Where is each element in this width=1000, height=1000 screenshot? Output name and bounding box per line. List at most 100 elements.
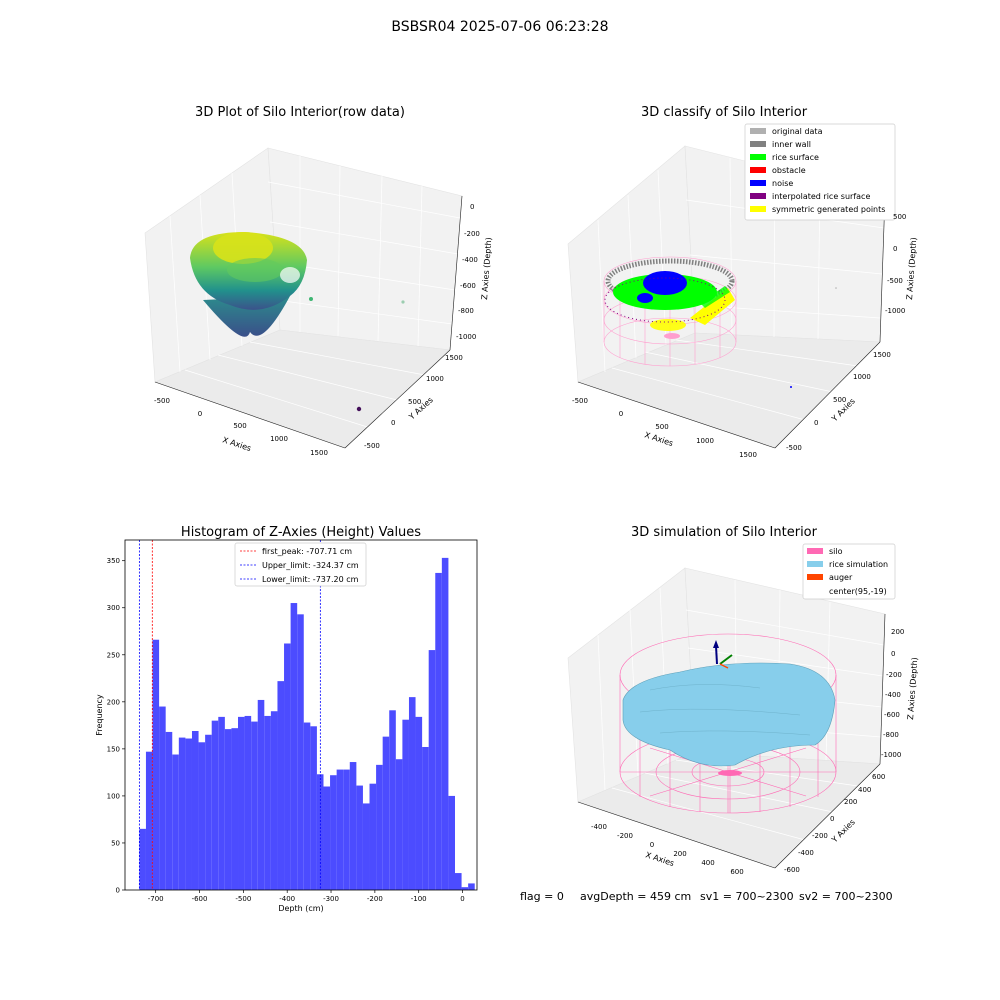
histogram-bar: [468, 883, 475, 890]
histogram-bar: [251, 721, 258, 890]
classify-x-ticks: -500 0 500 1000 1500: [572, 397, 757, 459]
histogram-bar: [290, 603, 298, 890]
svg-text:200: 200: [673, 850, 686, 858]
histogram-bar: [211, 720, 219, 890]
histogram-bar: [257, 699, 265, 890]
svg-text:1500: 1500: [739, 451, 757, 459]
histogram-bar: [389, 710, 396, 890]
classify-point-cloud: [604, 258, 837, 388]
simulation-z-label: Z Axies (Depth): [906, 657, 919, 720]
histogram-bar: [376, 764, 383, 890]
histogram-bar: [323, 786, 331, 890]
histogram-y-tick-label: 250: [107, 651, 120, 659]
raw-x-label: X Axies: [221, 435, 252, 453]
legend-swatch-interpolated: [750, 193, 766, 199]
classify-z-ticks: 500 0 -500 -1000: [885, 213, 906, 315]
legend-swatch-silo: [807, 548, 823, 554]
raw-x-axis-line: [154, 381, 346, 449]
histogram-bar: [270, 711, 278, 890]
classify-x-label: X Axies: [643, 430, 674, 448]
svg-text:500: 500: [833, 396, 846, 404]
histogram-x-tick-label: -200: [367, 895, 383, 903]
simulation-legend: silo rice simulation auger center(95,-19…: [802, 543, 896, 600]
histogram-reference-lines: [138, 540, 321, 890]
histogram-bar: [402, 719, 409, 890]
classify-3d-panel[interactable]: 3D classify of Silo Interior: [567, 105, 918, 459]
svg-text:auger: auger: [829, 573, 853, 582]
histogram-bar: [415, 716, 423, 890]
svg-text:0: 0: [391, 419, 395, 427]
legend-swatch-original-data: [750, 128, 766, 134]
svg-text:0: 0: [830, 815, 834, 823]
simulation-x-ticks: -400 -200 0 200 400 600: [591, 823, 744, 876]
svg-text:500: 500: [655, 423, 668, 431]
histogram-bar: [152, 639, 160, 890]
svg-text:1000: 1000: [270, 435, 288, 443]
svg-text:0: 0: [893, 245, 897, 253]
histogram-bar: [428, 650, 436, 890]
histogram-bar: [448, 795, 455, 890]
raw-point-cloud: [190, 232, 405, 412]
svg-text:-500: -500: [887, 277, 903, 285]
svg-text:200: 200: [891, 628, 904, 636]
histogram-y-tick-label: 0: [116, 887, 120, 895]
histogram-y-tick-label: 350: [107, 557, 120, 565]
svg-text:original data: original data: [772, 127, 823, 136]
histogram-bar: [244, 715, 252, 890]
histogram-bar: [408, 697, 416, 890]
svg-text:0: 0: [650, 841, 654, 849]
svg-text:Upper_limit: -324.37 cm: Upper_limit: -324.37 cm: [262, 561, 359, 570]
simulation-x-axis-line: [577, 801, 776, 869]
histogram-bar: [191, 730, 199, 890]
svg-text:-200: -200: [812, 832, 828, 840]
simulation-y-ticks: -600 -400 -200 0 200 400 600: [784, 773, 885, 874]
histogram-bar: [139, 828, 146, 890]
classify-panel-title: 3D classify of Silo Interior: [641, 105, 808, 120]
svg-text:200: 200: [844, 798, 857, 806]
raw-y-axis-line: [344, 349, 451, 449]
raw-3d-panel[interactable]: 3D Plot of Silo Interior(row data): [144, 105, 493, 457]
svg-text:500: 500: [408, 398, 421, 406]
histogram-bar: [284, 643, 291, 890]
svg-text:-500: -500: [572, 397, 588, 405]
simulation-x-label: X Axies: [644, 850, 675, 868]
histogram-panel[interactable]: Histogram of Z-Axies (Height) Values -70…: [95, 525, 478, 913]
histogram-bar: [303, 722, 311, 890]
histogram-bar: [362, 803, 370, 890]
histogram-x-label: Depth (cm): [278, 904, 323, 913]
histogram-x-tick-label: -700: [148, 895, 164, 903]
histogram-bars: [139, 557, 475, 890]
histogram-bar: [382, 736, 390, 890]
histogram-bar: [172, 754, 179, 890]
histogram-bar: [297, 614, 304, 890]
histogram-y-tick-label: 300: [107, 604, 120, 612]
svg-text:-800: -800: [883, 731, 899, 739]
svg-text:1500: 1500: [445, 354, 463, 362]
svg-text:-200: -200: [464, 230, 480, 238]
histogram-y-tick-label: 50: [111, 839, 120, 847]
status-avg-depth: avgDepth = 459 cm: [580, 890, 691, 903]
histogram-y-ticks: 0 50 100 150 200 250 300 350: [107, 557, 125, 895]
legend-swatch-auger: [807, 574, 823, 580]
histogram-bar: [310, 726, 317, 890]
histogram-bar: [231, 728, 239, 890]
histogram-x-tick-label: -100: [411, 895, 427, 903]
simulation-z-axis-line: [879, 613, 886, 765]
raw-z-axis-line: [449, 195, 463, 351]
histogram-bar: [218, 716, 225, 890]
status-flag: flag = 0: [520, 890, 564, 903]
simulation-y-axis-line: [774, 763, 881, 869]
simulation-auger: [713, 640, 733, 669]
histogram-x-tick-label: -300: [323, 895, 339, 903]
histogram-bar: [422, 746, 429, 890]
classify-legend: original data inner wall rice surface ob…: [744, 123, 896, 221]
histogram-bar: [336, 769, 344, 890]
simulation-3d-panel[interactable]: 3D simulation of Silo Interior: [520, 525, 919, 903]
histogram-bar: [198, 742, 206, 890]
legend-swatch-rice-surface: [750, 154, 766, 160]
classify-y-axis-line: [774, 341, 881, 449]
svg-text:-1000: -1000: [456, 333, 476, 341]
simulation-z-ticks: 200 0 -200 -400 -600 -800 -1000: [881, 628, 904, 759]
svg-text:1000: 1000: [696, 437, 714, 445]
